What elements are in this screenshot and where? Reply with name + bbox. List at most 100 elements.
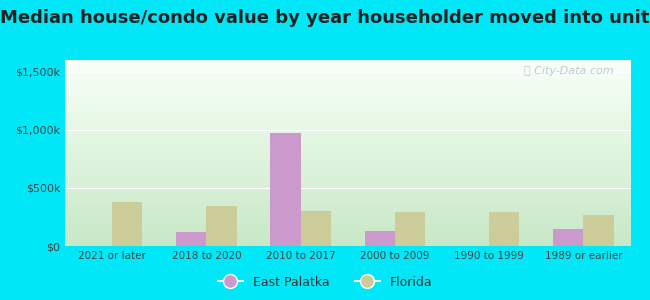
Bar <box>65 104 630 105</box>
Bar <box>300 211 331 246</box>
Bar <box>65 88 630 89</box>
Bar <box>65 142 630 143</box>
Bar <box>65 211 630 212</box>
Bar <box>65 178 630 179</box>
Bar <box>65 89 630 90</box>
Bar <box>65 91 630 92</box>
Bar <box>65 151 630 152</box>
Bar <box>65 105 630 106</box>
Bar <box>65 163 630 164</box>
Bar <box>65 173 630 174</box>
Bar <box>65 74 630 75</box>
Bar <box>65 156 630 157</box>
Bar <box>65 231 630 232</box>
Bar <box>395 212 425 246</box>
Bar <box>65 86 630 87</box>
Bar <box>65 245 630 246</box>
Bar <box>65 128 630 129</box>
Bar <box>65 222 630 223</box>
Bar <box>207 206 237 246</box>
Bar <box>65 77 630 78</box>
Bar <box>65 85 630 86</box>
Bar <box>65 64 630 66</box>
Bar <box>65 224 630 225</box>
Bar <box>65 210 630 211</box>
Bar <box>65 68 630 69</box>
Bar <box>65 228 630 229</box>
Bar <box>65 144 630 145</box>
Bar <box>65 235 630 236</box>
Bar <box>65 81 630 82</box>
Bar <box>65 191 630 192</box>
Bar <box>65 160 630 161</box>
Bar <box>65 135 630 136</box>
Bar <box>65 72 630 73</box>
Bar <box>65 84 630 85</box>
Bar <box>65 117 630 118</box>
Bar <box>65 115 630 116</box>
Bar <box>65 175 630 176</box>
Bar <box>65 236 630 237</box>
Bar <box>65 90 630 91</box>
Bar <box>65 109 630 110</box>
Bar <box>65 232 630 233</box>
Bar <box>65 137 630 138</box>
Bar <box>65 67 630 68</box>
Bar <box>65 98 630 99</box>
Legend: East Palatka, Florida: East Palatka, Florida <box>213 271 437 294</box>
Bar <box>65 200 630 201</box>
Bar <box>65 138 630 139</box>
Bar <box>65 172 630 173</box>
Bar <box>65 174 630 175</box>
Bar <box>365 231 395 246</box>
Bar <box>65 215 630 216</box>
Bar <box>65 143 630 144</box>
Bar <box>65 164 630 165</box>
Bar <box>65 238 630 239</box>
Bar <box>65 182 630 183</box>
Bar <box>65 123 630 124</box>
Bar <box>65 234 630 235</box>
Bar <box>65 76 630 77</box>
Bar <box>65 207 630 208</box>
Bar <box>65 136 630 137</box>
Bar <box>65 149 630 150</box>
Bar <box>65 165 630 166</box>
Bar <box>65 214 630 215</box>
Bar <box>65 176 630 177</box>
Bar <box>112 202 142 246</box>
Bar <box>65 183 630 184</box>
Bar <box>65 116 630 117</box>
Bar <box>65 240 630 241</box>
Bar <box>65 108 630 109</box>
Bar <box>65 188 630 189</box>
Bar <box>65 127 630 128</box>
Bar <box>65 63 630 64</box>
Bar <box>65 61 630 62</box>
Bar <box>65 96 630 97</box>
Bar <box>65 103 630 104</box>
Bar <box>65 112 630 113</box>
Bar <box>65 71 630 72</box>
Bar <box>270 133 300 246</box>
Bar <box>65 197 630 198</box>
Bar <box>65 196 630 197</box>
Bar <box>65 114 630 115</box>
Bar <box>65 80 630 81</box>
Bar <box>65 111 630 112</box>
Bar <box>65 205 630 206</box>
Bar <box>65 192 630 193</box>
Bar <box>65 118 630 119</box>
Bar <box>65 242 630 243</box>
Bar <box>65 132 630 133</box>
Bar <box>65 229 630 230</box>
Bar <box>65 193 630 194</box>
Bar <box>65 146 630 147</box>
Bar <box>65 221 630 222</box>
Bar <box>65 168 630 169</box>
Bar <box>65 180 630 181</box>
Bar <box>65 203 630 204</box>
Bar <box>65 219 630 220</box>
Bar <box>65 185 630 187</box>
Bar <box>65 110 630 111</box>
